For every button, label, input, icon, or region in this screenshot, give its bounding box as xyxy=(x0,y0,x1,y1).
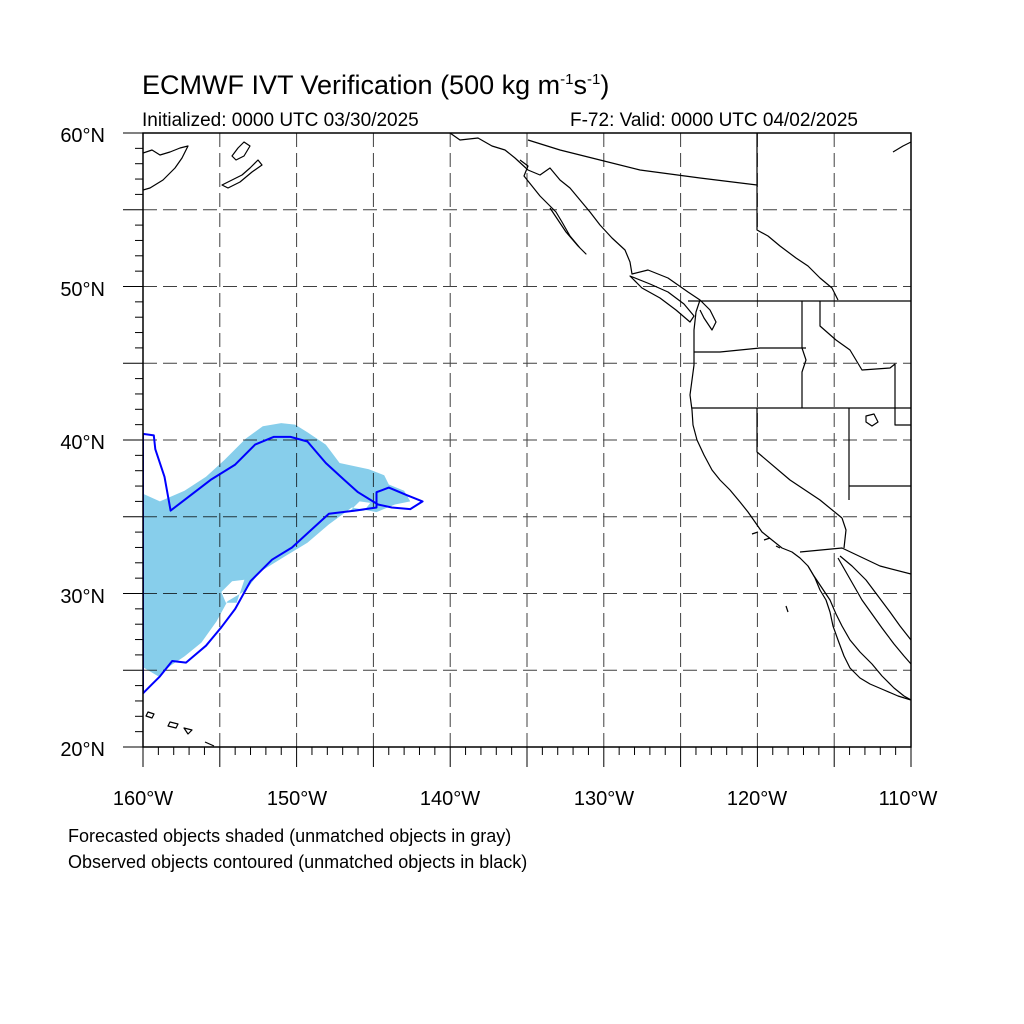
lat-label-40n: 40°N xyxy=(60,432,105,454)
legend-note-observed: Observed objects contoured (unmatched ob… xyxy=(68,852,528,872)
map-title-close: ) xyxy=(600,70,610,100)
axis-ticks xyxy=(123,132,912,767)
legend-note-forecast: Forecasted objects shaded (unmatched obj… xyxy=(68,826,512,846)
southeast-alaska-islands xyxy=(519,159,587,255)
forecast-object-shading xyxy=(143,423,411,677)
washington-oregon-border xyxy=(694,347,806,353)
mexico-mainland-coast xyxy=(839,555,911,641)
lon-label-160w: 160°W xyxy=(113,788,173,810)
vancouver-island xyxy=(629,275,695,323)
us-west-coast xyxy=(689,299,911,701)
lon-label-150w: 150°W xyxy=(267,788,327,810)
yukon-bc-border xyxy=(527,139,758,186)
title-exponent-2: -1 xyxy=(586,71,601,88)
lat-label-30n: 30°N xyxy=(60,586,105,608)
title-exponent-1: -1 xyxy=(560,71,574,88)
baja-california xyxy=(807,565,911,701)
graticule xyxy=(143,133,911,747)
guadalupe-island xyxy=(785,605,789,613)
map-title-unit-s: s xyxy=(573,70,587,100)
initialized-time: Initialized: 0000 UTC 03/30/2025 xyxy=(142,110,419,131)
hawaii-island-2 xyxy=(167,721,179,729)
alaska-islands xyxy=(221,159,263,189)
bc-alberta-border xyxy=(756,133,839,301)
channel-islands xyxy=(751,531,781,549)
alaska-coast xyxy=(143,145,189,191)
valid-time: F-72: Valid: 0000 UTC 04/02/2025 xyxy=(570,110,858,131)
observed-object-contour xyxy=(143,432,424,695)
hawaii-island-1 xyxy=(145,711,155,719)
hawaii-island-4 xyxy=(204,741,215,747)
coastline-basemap xyxy=(143,133,911,747)
lon-label-140w: 140°W xyxy=(420,788,480,810)
lat-label-20n: 20°N xyxy=(60,739,105,761)
hawaii-island-3 xyxy=(183,727,193,735)
california-nevada-border xyxy=(756,408,843,519)
longitude-labels: 160°W 150°W 140°W 130°W 120°W 110°W xyxy=(113,788,938,810)
great-salt-lake xyxy=(865,413,879,427)
lon-label-130w: 130°W xyxy=(574,788,634,810)
lat-label-60n: 60°N xyxy=(60,125,105,147)
idaho-montana-border xyxy=(819,301,911,426)
map-title-text: ECMWF IVT Verification (500 kg m xyxy=(142,70,561,100)
gulf-of-california xyxy=(837,557,911,665)
north-coast xyxy=(449,133,717,331)
map-title: ECMWF IVT Verification (500 kg m-1s-1) xyxy=(142,70,609,101)
latitude-labels: 60°N 50°N 40°N 30°N 20°N xyxy=(60,125,105,761)
colorado-river xyxy=(841,517,847,549)
lon-label-110w: 110°W xyxy=(879,788,938,810)
kodiak xyxy=(231,141,251,161)
lon-label-120w: 120°W xyxy=(727,788,787,810)
lat-label-50n: 50°N xyxy=(60,279,105,301)
mexico-border xyxy=(799,547,911,575)
idaho-west-border xyxy=(801,301,807,408)
hudson-fragment xyxy=(892,141,911,153)
